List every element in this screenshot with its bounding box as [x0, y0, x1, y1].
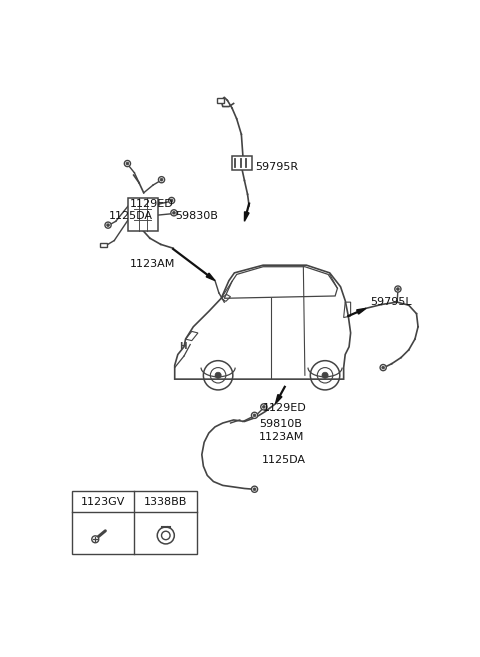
- Circle shape: [380, 365, 386, 371]
- Text: 1129ED: 1129ED: [130, 199, 173, 210]
- Text: 1123GV: 1123GV: [81, 497, 125, 507]
- Circle shape: [171, 210, 177, 216]
- Bar: [128, 198, 157, 231]
- Polygon shape: [244, 212, 249, 221]
- Text: 1129ED: 1129ED: [263, 403, 307, 413]
- Circle shape: [253, 488, 256, 491]
- Circle shape: [395, 286, 401, 292]
- Polygon shape: [206, 273, 215, 281]
- Circle shape: [252, 412, 258, 419]
- Bar: [72, 491, 197, 554]
- Circle shape: [162, 532, 170, 539]
- Text: 1123AM: 1123AM: [259, 432, 304, 442]
- Text: H: H: [179, 342, 186, 351]
- Circle shape: [105, 222, 111, 228]
- Circle shape: [382, 366, 384, 369]
- Text: 1338BB: 1338BB: [144, 497, 188, 507]
- Circle shape: [160, 178, 163, 181]
- Circle shape: [170, 199, 173, 202]
- Polygon shape: [357, 308, 366, 314]
- Text: 59830B: 59830B: [175, 211, 217, 221]
- Circle shape: [107, 224, 109, 227]
- Circle shape: [168, 197, 175, 204]
- Text: 59795R: 59795R: [255, 162, 299, 172]
- Circle shape: [263, 405, 265, 408]
- Circle shape: [124, 160, 131, 167]
- Polygon shape: [276, 395, 282, 404]
- Bar: [99, 243, 107, 248]
- Circle shape: [126, 162, 129, 165]
- Circle shape: [396, 288, 399, 290]
- Circle shape: [158, 177, 165, 183]
- Circle shape: [157, 527, 174, 544]
- Circle shape: [215, 373, 221, 378]
- Text: 1125DA: 1125DA: [262, 455, 305, 465]
- Circle shape: [253, 414, 256, 417]
- Circle shape: [92, 536, 99, 543]
- Circle shape: [252, 486, 258, 492]
- Bar: [232, 156, 252, 170]
- Text: 1123AM: 1123AM: [130, 259, 175, 269]
- Circle shape: [172, 212, 175, 214]
- Bar: [217, 98, 224, 102]
- Text: 59795L: 59795L: [370, 297, 412, 307]
- Text: 1125DA: 1125DA: [109, 211, 153, 221]
- Text: 59810B: 59810B: [259, 419, 302, 429]
- Circle shape: [261, 404, 267, 410]
- Circle shape: [322, 373, 328, 378]
